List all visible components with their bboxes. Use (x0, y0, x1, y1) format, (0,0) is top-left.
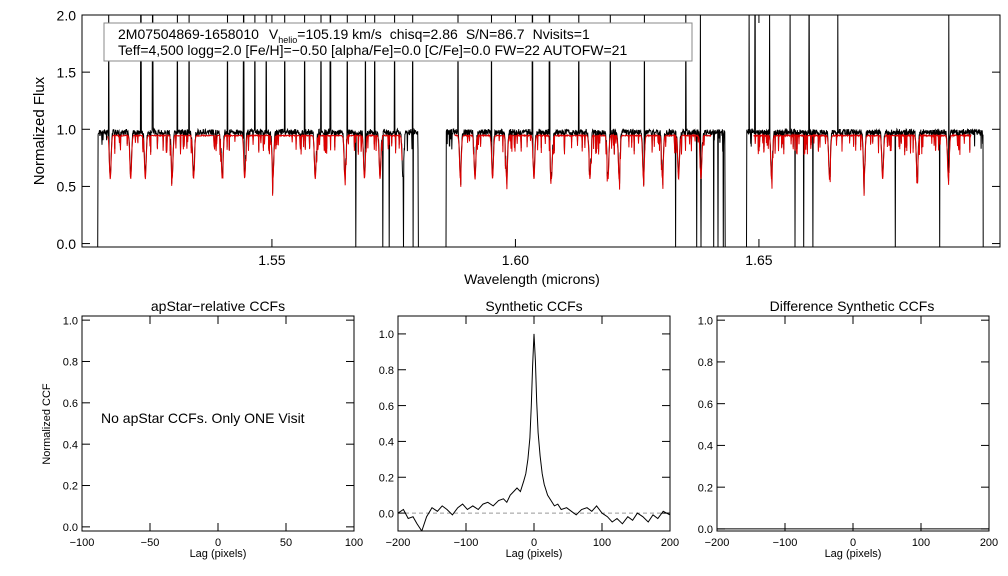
star-id: 2M07504869-1658010 (118, 26, 259, 42)
y-tick-label: 0.6 (379, 401, 394, 413)
y-tick-label: 1.0 (57, 122, 77, 138)
apstar-ccf-title: apStar−relative CCFs (151, 298, 285, 314)
y-tick-label: 0.5 (57, 179, 77, 195)
spectrum-axis-ticks: 1.55 1.60 1.65 0.0 0.5 1.0 1.5 2.0 (57, 7, 1000, 268)
y-tick-label: 0.4 (698, 441, 713, 453)
x-tick-label: 200 (980, 537, 998, 549)
synthetic-ccf-axis-ticks: −200 −100 0 100 200 0.0 0.2 0.4 0.6 0.8 1.0 (379, 316, 679, 549)
x-tick-label: 100 (345, 537, 363, 549)
vhelio-subscript: helio (278, 35, 297, 45)
x-tick-label: −50 (141, 537, 160, 549)
synthetic-ccf-panel: Synthetic CCFs −200 −100 0 100 200 0.0 0.2 0.4 0… (379, 298, 679, 560)
model-spectrum-line (107, 133, 403, 196)
y-tick-label: 1.5 (57, 64, 77, 80)
x-tick-label: 0 (850, 537, 856, 549)
model-spectrum-line (753, 133, 972, 196)
x-tick-label: 0 (531, 537, 537, 549)
apstar-ccf-axis-ticks: −100 −50 0 50 100 0.0 0.2 0.4 0.6 0.8 1.0 (63, 315, 363, 549)
y-tick-label: 0.0 (57, 236, 77, 252)
y-tick-label: 1.0 (63, 315, 78, 327)
vhelio-value: =105.19 km/s (297, 26, 381, 42)
synthetic-ccf-title: Synthetic CCFs (485, 298, 582, 314)
x-tick-label: 0 (215, 537, 221, 549)
y-tick-label: 1.0 (379, 329, 394, 341)
y-tick-label: 0.6 (698, 399, 713, 411)
x-tick-label: 1.55 (258, 252, 285, 268)
x-tick-label: 50 (280, 537, 292, 549)
spectrum-axes-frame (81, 14, 1001, 248)
legend-box (103, 22, 693, 62)
x-tick-label: −100 (454, 537, 479, 549)
synthetic-ccf-line (398, 333, 670, 531)
difference-ccf-axis-ticks: −200 −100 0 100 200 0.0 0.2 0.4 0.6 0.8 1.0 (698, 315, 998, 549)
x-tick-label: −200 (386, 537, 411, 549)
synthetic-ccf-plot-area (398, 333, 670, 531)
difference-ccf-x-label: Lag (pixels) (825, 548, 882, 560)
legend-line-1: 2M07504869-1658010 Vhelio=105.19 km/s chis… (118, 26, 590, 45)
vhelio-symbol: V (269, 26, 279, 42)
y-tick-label: 0.4 (379, 437, 394, 449)
y-tick-label: 0.8 (698, 357, 713, 369)
x-tick-label: 200 (661, 537, 679, 549)
y-tick-label: 0.0 (63, 522, 78, 534)
y-tick-label: 0.8 (63, 357, 78, 369)
difference-ccf-panel: Difference Synthetic CCFs −200 −100 0 100 20… (698, 298, 998, 560)
spectrum-plot-area (97, 15, 984, 247)
x-tick-label: −100 (773, 537, 798, 549)
stellar-params: Teff=4,500 logg=2.0 [Fe/H]=−0.50 [alpha/… (118, 42, 627, 58)
x-tick-label: −200 (705, 537, 730, 549)
apstar-ccf-x-label: Lag (pixels) (190, 548, 247, 560)
x-tick-label: 1.65 (745, 252, 772, 268)
snr-value: S/N=86.7 (466, 26, 525, 42)
y-tick-label: 0.2 (63, 481, 78, 493)
x-tick-label: 1.60 (502, 252, 529, 268)
x-tick-label: 100 (593, 537, 611, 549)
y-tick-label: 0.6 (63, 398, 78, 410)
nvisits-value: Nvisits=1 (533, 26, 590, 42)
spectrum-y-label: Normalized Flux (31, 76, 48, 185)
model-spectrum-line (454, 133, 712, 190)
chisq-value: chisq=2.86 (390, 26, 458, 42)
difference-ccf-title: Difference Synthetic CCFs (770, 298, 935, 314)
y-tick-label: 0.2 (379, 472, 394, 484)
x-tick-label: 100 (912, 537, 930, 549)
apstar-ccf-message: No apStar CCFs. Only ONE Visit (101, 410, 305, 426)
x-tick-label: −100 (70, 537, 95, 549)
spectrum-panel: 1.55 1.60 1.65 0.0 0.5 1.0 1.5 2.0 2M07504869-1… (31, 7, 1001, 287)
y-tick-label: 0.0 (698, 524, 713, 536)
spectrum-x-label: Wavelength (microns) (464, 271, 600, 287)
y-tick-label: 0.8 (379, 365, 394, 377)
y-tick-label: 1.0 (698, 315, 713, 327)
y-tick-label: 0.4 (63, 439, 78, 451)
y-tick-label: 0.2 (698, 482, 713, 494)
y-tick-label: 0.0 (379, 508, 394, 520)
apstar-ccf-panel: apStar−relative CCFs −100 −50 0 50 100 0.0 0.2… (41, 298, 363, 560)
apstar-ccf-y-label: Normalized CCF (41, 383, 53, 465)
y-tick-label: 2.0 (57, 7, 77, 23)
synthetic-ccf-x-label: Lag (pixels) (506, 548, 563, 560)
